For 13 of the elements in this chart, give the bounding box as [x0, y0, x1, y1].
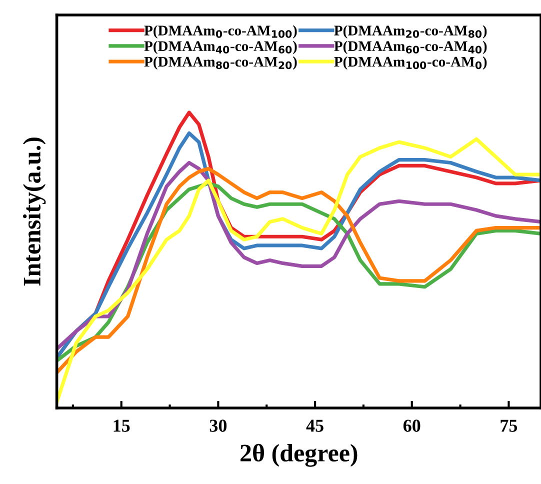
x-tick-label: 60: [403, 420, 420, 432]
x-axis-title: 2θ (degree): [240, 444, 358, 467]
legend-label: P(DMAAm$_{60}$-co-AM$_{40}$): [334, 40, 487, 54]
x-tick-label: 45: [306, 420, 324, 432]
legend-label: P(DMAAm$_{40}$-co-AM$_{60}$): [144, 40, 297, 54]
x-tick-label: 15: [114, 420, 130, 432]
x-tick-label: 30: [210, 420, 227, 432]
legend-label: P(DMAAm$_{20}$-co-AM$_{80}$): [334, 25, 487, 38]
x-tick-label: 75: [500, 420, 518, 432]
legend-label: P(DMAAm$_{100}$-co-AM$_{0}$): [334, 56, 487, 70]
legend-label: P(DMAAm$_{0}$-co-AM$_{100}$): [144, 25, 297, 38]
legend-label: P(DMAAm$_{80}$-co-AM$_{20}$): [144, 56, 297, 70]
y-axis-title: Intensity(a.u.): [22, 138, 46, 286]
